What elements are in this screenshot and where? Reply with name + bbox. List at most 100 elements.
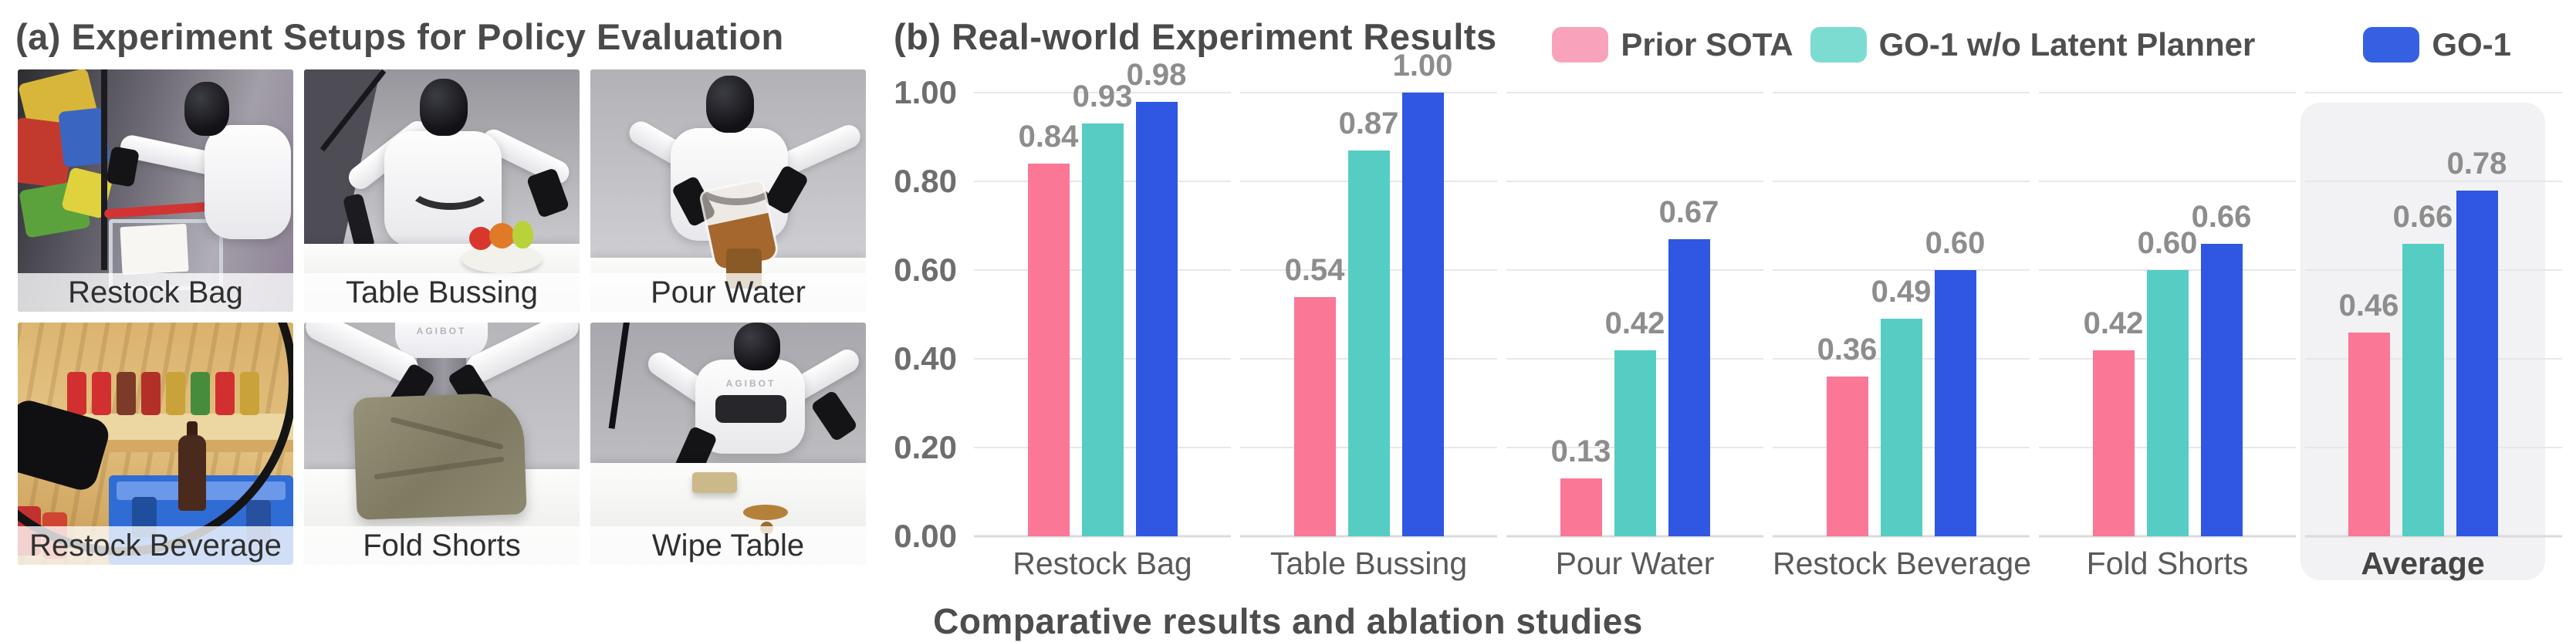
chart-facet-restock-bag: 0.84 0.93 0.98 Restock Bag bbox=[974, 58, 1231, 581]
panel-b-title: (b) Real-world Experiment Results bbox=[894, 16, 1497, 57]
x-tick-label-pour-water: Pour Water bbox=[1555, 546, 1715, 581]
bar-value-label: 0.93 bbox=[1072, 79, 1133, 114]
x-tick-label-restock-beverage: Restock Beverage bbox=[1773, 546, 2032, 581]
bar-value-label: 0.87 bbox=[1338, 106, 1399, 140]
bar-slot: 0.36 bbox=[1817, 93, 1877, 536]
y-tick-label: 0.00 bbox=[894, 518, 957, 554]
bar-go-1-w-o-latent-planner bbox=[1614, 350, 1656, 536]
gridline bbox=[1506, 535, 1763, 538]
chart-facets: 0.84 0.93 0.98 Restock Bag 0.54 0.87 1.00 Table… bbox=[974, 49, 2562, 581]
robot-torso bbox=[205, 125, 291, 239]
bar-group-fold-shorts: 0.42 0.60 0.66 bbox=[2039, 93, 2296, 536]
robot-gripper bbox=[810, 389, 859, 443]
photo-restock-bag: Restock Bag bbox=[18, 69, 293, 312]
bar-slot: 0.13 bbox=[1551, 93, 1611, 536]
bar-value-label: 0.98 bbox=[1126, 57, 1187, 92]
legend-item: Prior SOTA bbox=[1552, 26, 1793, 63]
legend-swatch bbox=[1810, 27, 1867, 63]
white-box bbox=[120, 223, 189, 275]
bar-value-label: 0.49 bbox=[1871, 275, 1932, 309]
bar-group-average: 0.46 0.66 0.78 bbox=[2305, 93, 2541, 536]
photo-wipe-table: AGIBOT Wipe Table bbox=[590, 323, 866, 565]
bar-slot: 0.42 bbox=[1605, 93, 1665, 536]
photo-caption: Pour Water bbox=[590, 273, 866, 312]
bar-group-table-bussing: 0.54 0.87 1.00 bbox=[1240, 49, 1497, 536]
bar-value-label: 0.13 bbox=[1550, 434, 1611, 469]
bar-value-label: 0.42 bbox=[1604, 306, 1665, 340]
bar-prior-sota bbox=[2348, 332, 2390, 536]
robot-head bbox=[706, 76, 754, 133]
bar-prior-sota bbox=[1027, 164, 1070, 536]
photo-caption: Restock Beverage bbox=[18, 526, 293, 565]
bar-value-label: 0.66 bbox=[2392, 199, 2453, 234]
chart-legend: Prior SOTA GO-1 w/o Latent Planner GO-1 bbox=[1552, 26, 2511, 63]
gridline bbox=[2039, 181, 2296, 182]
bar-value-label: 0.60 bbox=[1925, 226, 1986, 260]
bar-go-1-w-o-latent-planner bbox=[2146, 270, 2189, 536]
robot-head bbox=[734, 323, 780, 370]
bar-slot: 0.78 bbox=[2447, 93, 2507, 536]
legend-label: Prior SOTA bbox=[1621, 26, 1793, 63]
bar-slot: 0.49 bbox=[1871, 93, 1931, 536]
photo-caption: Restock Bag bbox=[18, 273, 293, 312]
gridline bbox=[2305, 535, 2562, 538]
gridline bbox=[974, 92, 1231, 93]
robot-brand-label: AGIBOT bbox=[416, 326, 467, 336]
bar-chart: 1.00 0.80 0.60 0.40 0.20 0.00 0.84 0.93 0.98 Res… bbox=[887, 49, 2570, 581]
bar-value-label: 1.00 bbox=[1392, 49, 1453, 83]
camera-boom bbox=[608, 323, 631, 429]
gridline bbox=[1506, 269, 1763, 271]
bar-go-1 bbox=[1135, 101, 1178, 536]
bar-value-label: 0.67 bbox=[1658, 194, 1719, 229]
bar-slot: 0.42 bbox=[2084, 93, 2143, 536]
x-tick-label-fold-shorts: Fold Shorts bbox=[2086, 546, 2249, 581]
fruit-orange bbox=[489, 223, 515, 248]
bar-group-restock-bag: 0.84 0.93 0.98 bbox=[974, 58, 1231, 536]
bar-slot: 0.60 bbox=[1925, 93, 1985, 536]
gridline bbox=[1240, 92, 1497, 93]
fruit-pear bbox=[512, 221, 533, 248]
bar-prior-sota bbox=[1560, 478, 1602, 536]
bar-slot: 0.98 bbox=[1127, 58, 1186, 536]
bar-go-1 bbox=[1401, 93, 1444, 536]
gridline bbox=[974, 535, 1231, 538]
photo-table-bussing: Table Bussing bbox=[304, 69, 580, 312]
x-tick-label-average: Average bbox=[2361, 546, 2485, 581]
gridline bbox=[2039, 535, 2296, 538]
spill-stain bbox=[743, 505, 788, 520]
bar-go-1-w-o-latent-planner bbox=[2402, 243, 2444, 536]
photo-caption: Wipe Table bbox=[590, 526, 866, 565]
bar-slot: 0.60 bbox=[2138, 93, 2197, 536]
chart-facet-fold-shorts: 0.42 0.60 0.66 Fold Shorts bbox=[2039, 92, 2296, 581]
bar-value-label: 0.46 bbox=[2338, 288, 2399, 323]
legend-label: GO-1 w/o Latent Planner bbox=[1878, 26, 2256, 63]
bar-value-label: 0.54 bbox=[1284, 252, 1345, 287]
robot-brand-label: AGIBOT bbox=[725, 378, 776, 389]
gridline bbox=[2305, 92, 2562, 93]
y-tick-label: 1.00 bbox=[894, 74, 957, 110]
robot-chest-band bbox=[715, 395, 786, 423]
chart-facet-restock-beverage: 0.36 0.49 0.60 Restock Beverage bbox=[1773, 92, 2031, 581]
legend-item: GO-1 w/o Latent Planner bbox=[1810, 26, 2256, 63]
bar-value-label: 0.42 bbox=[2083, 306, 2144, 340]
bar-go-1-w-o-latent-planner bbox=[1081, 123, 1124, 536]
bar-prior-sota bbox=[2092, 350, 2135, 536]
bar-slot: 0.46 bbox=[2339, 93, 2399, 536]
legend-swatch bbox=[1552, 27, 1609, 63]
chart-facet-average: 0.46 0.66 0.78 Average bbox=[2300, 92, 2562, 581]
photo-fold-shorts: AGIBOT Fold Shorts bbox=[304, 323, 580, 565]
bar-slot: 0.66 bbox=[2192, 93, 2251, 536]
chart-facet-table-bussing: 0.54 0.87 1.00 Table Bussing bbox=[1240, 49, 1497, 581]
robot-head bbox=[420, 79, 468, 136]
bar-value-label: 0.66 bbox=[2191, 199, 2252, 234]
legend-swatch bbox=[2363, 27, 2420, 63]
gridline bbox=[1773, 535, 2030, 538]
y-axis: 1.00 0.80 0.60 0.40 0.20 0.00 bbox=[887, 74, 965, 554]
bar-prior-sota bbox=[1293, 296, 1336, 536]
x-tick-label-table-bussing: Table Bussing bbox=[1269, 546, 1468, 581]
shelf-post bbox=[101, 69, 107, 270]
bar-go-1 bbox=[2200, 243, 2243, 536]
bar-slot: 0.93 bbox=[1073, 79, 1132, 536]
bar-slot: 0.67 bbox=[1659, 93, 1719, 536]
chart-facet-pour-water: 0.13 0.42 0.67 Pour Water bbox=[1506, 92, 1763, 581]
